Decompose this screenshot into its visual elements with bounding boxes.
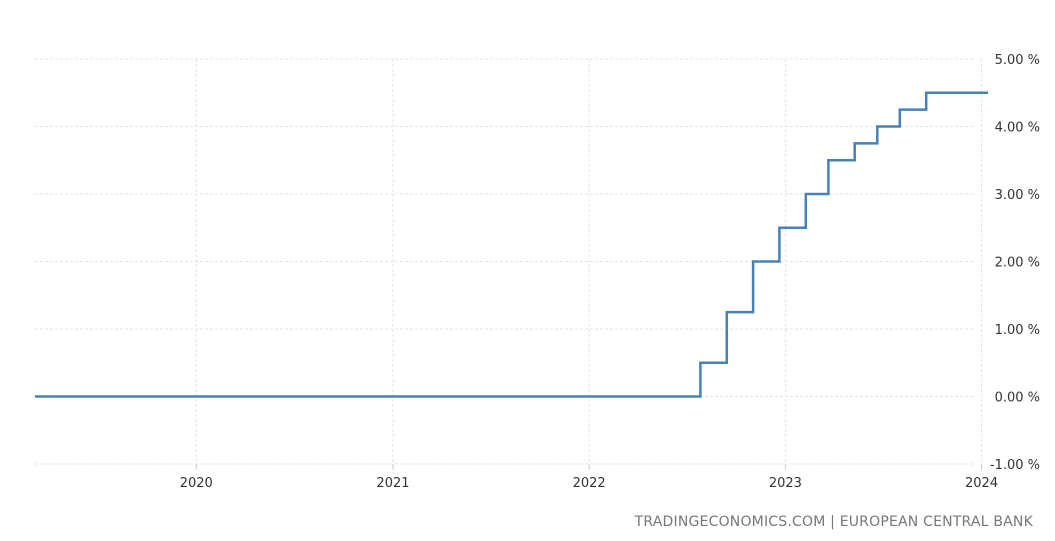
x-tick-label: 2020 xyxy=(180,476,213,491)
y-axis-tick-labels: 5.00 % 4.00 % 3.00 % 2.00 % 1.00 % 0.00 % -1.0… xyxy=(990,53,1040,473)
y-tick-label: 0.00 % xyxy=(995,391,1040,406)
x-axis-tick-labels: 2020 2021 2022 2023 2024 xyxy=(180,476,998,491)
x-tick-label: 2021 xyxy=(376,476,409,491)
series-line xyxy=(35,91,988,398)
y-tick-label: -1.00 % xyxy=(990,458,1040,473)
y-tick-label: 2.00 % xyxy=(995,256,1040,271)
y-tick-label: 1.00 % xyxy=(995,323,1040,338)
series-group xyxy=(35,91,988,398)
source-credit: TRADINGECONOMICS.COM | EUROPEAN CENTRAL … xyxy=(634,514,1033,530)
y-tick-label: 4.00 % xyxy=(995,121,1040,136)
grid xyxy=(35,58,983,470)
x-tick-label: 2023 xyxy=(769,476,802,491)
y-tick-label: 3.00 % xyxy=(995,188,1040,203)
x-tick-label: 2022 xyxy=(573,476,606,491)
y-tick-label: 5.00 % xyxy=(995,53,1040,68)
x-tick-label: 2024 xyxy=(965,476,998,491)
